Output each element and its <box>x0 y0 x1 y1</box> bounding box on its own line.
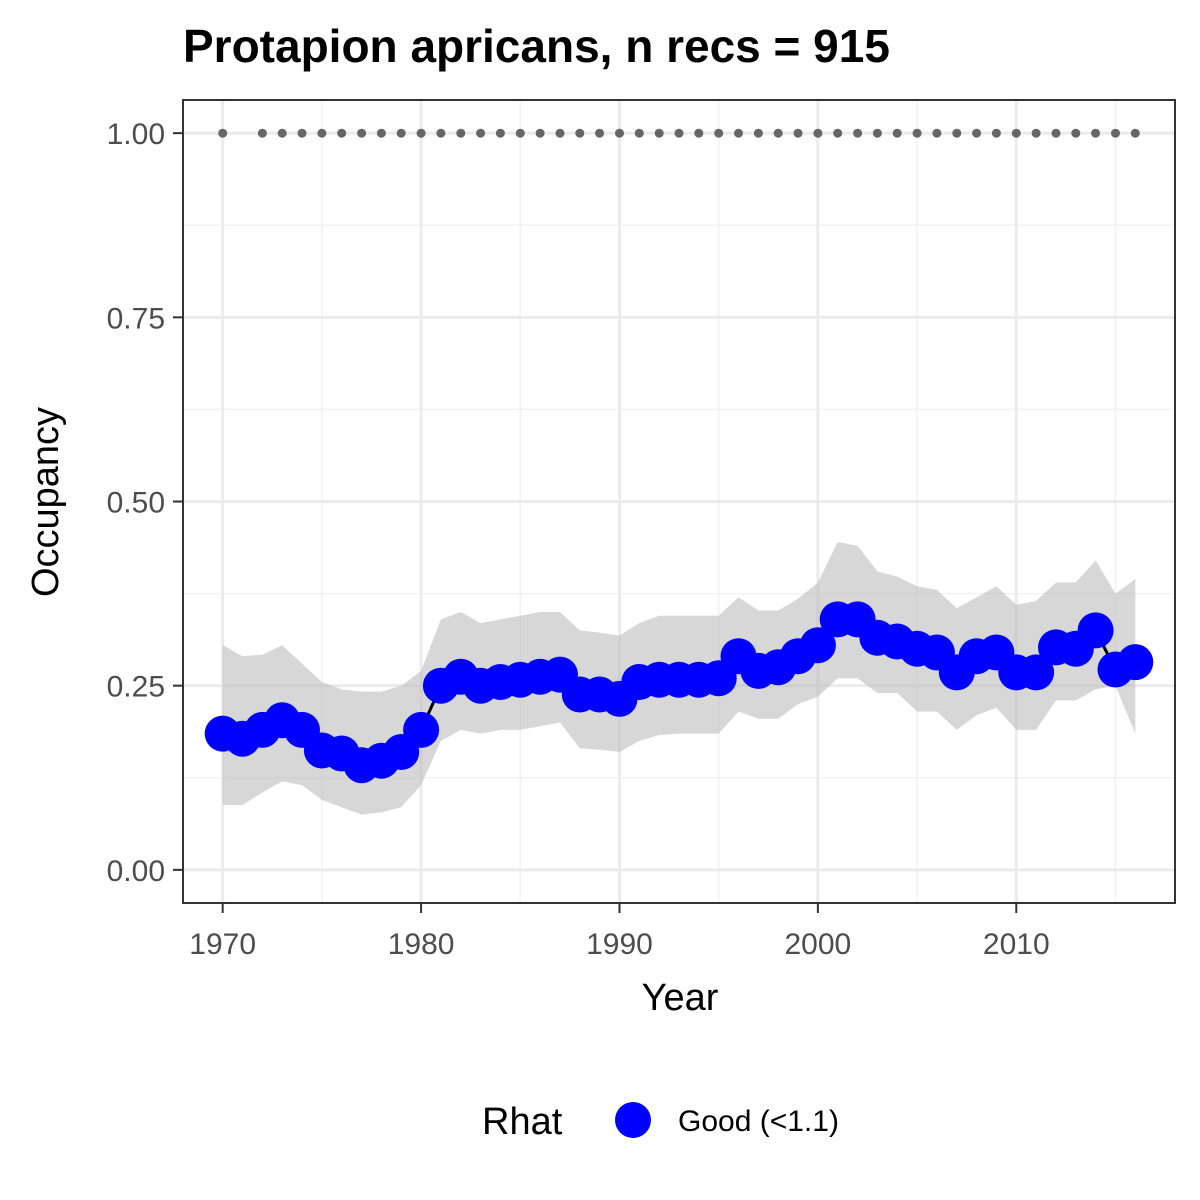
detection-dot <box>654 128 664 138</box>
y-tick-label: 0.00 <box>107 855 165 888</box>
detection-dot <box>972 128 982 138</box>
detection-dot <box>218 128 228 138</box>
legend-label: Good (<1.1) <box>678 1105 839 1138</box>
plot-area: 0.00 0.25 0.50 0.75 1.00 1970 1980 1990 2000 2010 <box>107 99 1176 961</box>
y-tick-label: 0.50 <box>107 487 165 520</box>
legend: Rhat Good (<1.1) <box>482 1101 839 1143</box>
detection-dot <box>1071 128 1081 138</box>
x-tick-label: 2010 <box>983 928 1050 961</box>
detection-dot <box>357 128 367 138</box>
occupancy-point <box>1018 654 1055 691</box>
detection-dot <box>734 128 743 138</box>
x-tick-label: 1990 <box>586 928 653 961</box>
detection-dot <box>773 128 783 138</box>
detection-dot <box>634 128 644 138</box>
detection-dot <box>932 128 942 138</box>
detection-dot <box>1051 128 1061 138</box>
x-tick-label: 1980 <box>388 928 455 961</box>
detection-dot <box>753 128 763 138</box>
detection-dot <box>714 128 724 138</box>
occupancy-point <box>1077 612 1114 649</box>
detection-dot <box>396 128 406 138</box>
detection-dot <box>991 128 1001 138</box>
detection-dot <box>694 128 704 138</box>
detection-dot <box>674 128 684 138</box>
detection-dot <box>1111 128 1120 138</box>
legend-swatch <box>615 1102 651 1138</box>
detection-dot <box>853 128 863 138</box>
detection-dot <box>595 128 605 138</box>
detection-dot <box>277 128 287 138</box>
x-tick-label: 1970 <box>189 928 256 961</box>
occupancy-point <box>403 711 440 748</box>
occupancy-point <box>1117 644 1154 681</box>
detection-dot <box>495 128 505 138</box>
detection-dot <box>912 128 922 138</box>
y-tick-label: 1.00 <box>107 118 165 151</box>
detection-dot <box>813 128 823 138</box>
chart-title: Protapion apricans, n recs = 915 <box>183 20 890 72</box>
y-tick-label: 0.75 <box>107 302 165 335</box>
detection-dot <box>952 128 962 138</box>
detection-dot <box>436 128 446 138</box>
detection-dot <box>257 128 267 138</box>
detection-dot <box>456 128 466 138</box>
detection-dot <box>1031 128 1041 138</box>
detection-dot <box>515 128 525 138</box>
detection-dot <box>297 128 307 138</box>
detection-dot <box>416 128 426 138</box>
detection-dot <box>535 128 545 138</box>
detection-dot <box>337 128 347 138</box>
detection-dot <box>575 128 585 138</box>
x-tick-label: 2000 <box>785 928 852 961</box>
y-tick-label: 0.25 <box>107 671 165 704</box>
detection-dot <box>1130 128 1140 138</box>
detection-dot <box>833 128 843 138</box>
detection-dot <box>1011 128 1021 138</box>
detection-dot <box>376 128 386 138</box>
detection-dot <box>317 128 327 138</box>
detection-dot <box>476 128 486 138</box>
detection-dot <box>793 128 803 138</box>
detection-dot <box>555 128 565 138</box>
y-axis-title: Occupancy <box>25 407 67 597</box>
detection-dot <box>872 128 882 138</box>
detection-dot <box>1091 128 1101 138</box>
occupancy-point <box>799 627 836 664</box>
detection-dot <box>615 128 624 138</box>
legend-title: Rhat <box>482 1101 563 1143</box>
detection-dot <box>892 128 902 138</box>
x-axis-title: Year <box>642 977 719 1019</box>
